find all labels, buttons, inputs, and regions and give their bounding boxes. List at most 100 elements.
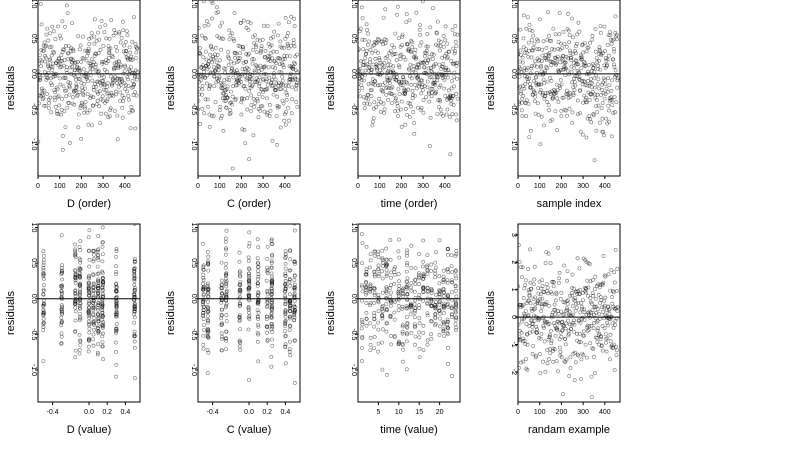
data-point — [370, 67, 374, 72]
data-point — [38, 78, 43, 82]
data-point — [534, 324, 539, 329]
data-point — [117, 30, 122, 35]
y-tick-label: -1 — [510, 341, 517, 347]
data-point — [607, 311, 612, 316]
data-point — [52, 98, 57, 103]
data-point — [292, 273, 297, 278]
data-point — [100, 94, 105, 99]
data-point — [114, 247, 119, 251]
data-point — [548, 333, 552, 338]
data-point — [567, 40, 572, 45]
data-point — [60, 147, 65, 152]
residual-points — [359, 232, 459, 378]
data-point — [114, 289, 118, 294]
data-point — [133, 90, 138, 95]
data-point — [372, 346, 376, 351]
data-point — [66, 44, 71, 49]
data-point — [274, 50, 279, 54]
data-point — [86, 301, 91, 306]
data-point — [114, 328, 119, 333]
x-axis-label: randam example — [528, 424, 610, 436]
data-point — [532, 282, 536, 287]
data-point — [611, 46, 616, 51]
data-point — [223, 276, 228, 281]
data-point — [251, 97, 256, 101]
data-point — [60, 319, 64, 324]
data-point — [201, 307, 206, 312]
data-point — [376, 267, 381, 272]
data-point — [373, 79, 378, 84]
data-point — [209, 113, 214, 118]
data-point — [593, 49, 598, 54]
data-point — [50, 83, 54, 88]
data-point — [563, 342, 568, 347]
data-point — [91, 103, 96, 108]
data-point — [590, 308, 595, 313]
x-axis-label: D (order) — [67, 198, 111, 210]
data-point — [112, 78, 117, 83]
data-point — [51, 49, 56, 54]
data-point — [405, 321, 410, 326]
data-point — [92, 319, 96, 324]
data-point — [241, 47, 246, 52]
data-point — [384, 264, 389, 269]
data-point — [374, 62, 379, 67]
data-point — [410, 45, 415, 50]
data-point — [393, 96, 398, 101]
data-point — [399, 99, 404, 104]
data-point — [380, 316, 385, 321]
data-point — [120, 77, 124, 82]
data-point — [547, 335, 552, 340]
data-point — [578, 111, 583, 116]
data-point — [205, 250, 210, 254]
data-point — [597, 285, 602, 290]
data-point — [568, 95, 573, 99]
data-point — [81, 56, 86, 61]
data-point — [79, 72, 84, 77]
data-point — [113, 340, 118, 345]
data-point — [82, 110, 87, 115]
data-point — [453, 268, 458, 273]
y-tick-label: 1.0 — [30, 0, 37, 8]
data-point — [384, 286, 389, 291]
data-point — [608, 288, 613, 293]
data-point — [580, 315, 585, 320]
data-point — [544, 46, 549, 50]
data-point — [518, 27, 523, 32]
data-point — [431, 52, 436, 57]
data-point — [119, 63, 124, 68]
data-point — [85, 92, 90, 97]
data-point — [116, 84, 121, 89]
data-point — [360, 86, 365, 91]
data-point — [224, 313, 229, 317]
data-point — [78, 290, 82, 295]
data-point — [77, 351, 82, 356]
data-point — [73, 296, 78, 301]
data-point — [96, 51, 101, 56]
data-point — [208, 70, 213, 75]
data-point — [588, 80, 593, 85]
data-point — [547, 321, 552, 326]
y-tick-label: 0.5 — [350, 258, 357, 268]
data-point — [429, 319, 434, 324]
data-point — [41, 328, 46, 333]
data-point — [400, 331, 405, 336]
data-point — [404, 331, 409, 336]
data-point — [52, 29, 56, 34]
data-point — [430, 87, 435, 91]
data-point — [111, 66, 116, 70]
data-point — [441, 268, 446, 273]
data-point — [283, 311, 288, 316]
data-point — [114, 63, 119, 68]
data-point — [100, 340, 105, 345]
data-point — [362, 95, 367, 100]
data-point — [407, 18, 412, 23]
data-point — [567, 309, 572, 314]
data-point — [442, 86, 447, 91]
data-point — [611, 57, 616, 62]
data-point — [540, 53, 545, 58]
data-point — [206, 268, 211, 273]
data-point — [441, 274, 446, 279]
x-tick-label: 100 — [534, 183, 546, 190]
data-point — [571, 93, 576, 97]
